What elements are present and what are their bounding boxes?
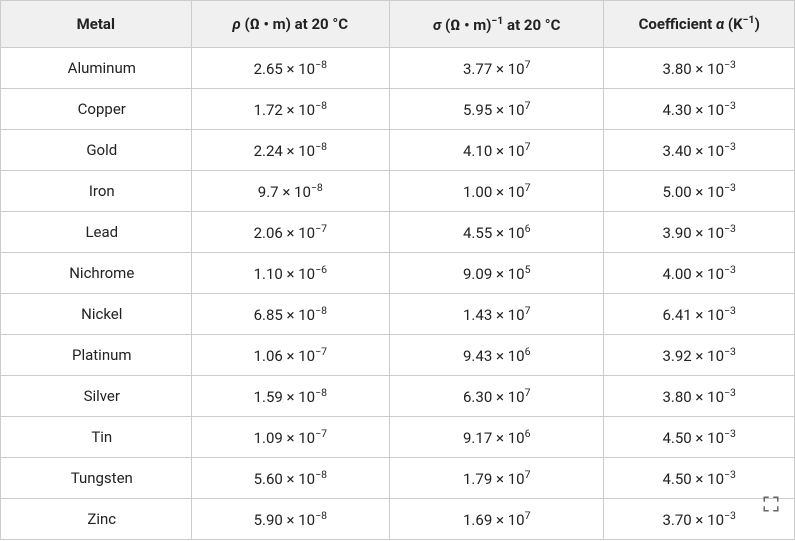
cell-rho: 6.85 × 10−8 — [191, 294, 390, 335]
table-row: Silver1.59 × 10−86.30 × 1073.80 × 10−3 — [1, 376, 795, 417]
cell-sigma: 9.17 × 106 — [390, 417, 604, 458]
cell-rho: 1.10 × 10−6 — [191, 253, 390, 294]
cell-sigma: 3.77 × 107 — [390, 48, 604, 89]
cell-alpha: 3.92 × 10−3 — [604, 335, 795, 376]
cell-rho: 1.59 × 10−8 — [191, 376, 390, 417]
cell-alpha: 3.80 × 10−3 — [604, 48, 795, 89]
cell-alpha: 3.40 × 10−3 — [604, 130, 795, 171]
cell-sigma: 6.30 × 107 — [390, 376, 604, 417]
cell-alpha: 4.50 × 10−3 — [604, 417, 795, 458]
cell-sigma: 9.43 × 106 — [390, 335, 604, 376]
cell-metal: Tin — [1, 417, 192, 458]
cell-metal: Gold — [1, 130, 192, 171]
cell-metal: Zinc — [1, 499, 192, 540]
table-row: Lead2.06 × 10−74.55 × 1063.90 × 10−3 — [1, 212, 795, 253]
table-row: Zinc5.90 × 10−81.69 × 1073.70 × 10−3 — [1, 499, 795, 540]
cell-metal: Platinum — [1, 335, 192, 376]
cell-alpha: 4.00 × 10−3 — [604, 253, 795, 294]
table-row: Copper1.72 × 10−85.95 × 1074.30 × 10−3 — [1, 89, 795, 130]
header-metal: Metal — [1, 1, 192, 48]
cell-alpha: 4.30 × 10−3 — [604, 89, 795, 130]
cell-sigma: 1.69 × 107 — [390, 499, 604, 540]
resistivity-table: Metal ρ (Ω • m) at 20 °C σ (Ω • m)−1 at … — [0, 0, 795, 540]
cell-metal: Aluminum — [1, 48, 192, 89]
table-row: Aluminum2.65 × 10−83.77 × 1073.80 × 10−3 — [1, 48, 795, 89]
table-row: Tungsten5.60 × 10−81.79 × 1074.50 × 10−3 — [1, 458, 795, 499]
cell-sigma: 5.95 × 107 — [390, 89, 604, 130]
cell-metal: Nickel — [1, 294, 192, 335]
cell-alpha: 6.41 × 10−3 — [604, 294, 795, 335]
cell-sigma: 1.00 × 107 — [390, 171, 604, 212]
cell-metal: Lead — [1, 212, 192, 253]
cell-rho: 2.24 × 10−8 — [191, 130, 390, 171]
cell-rho: 9.7 × 10−8 — [191, 171, 390, 212]
cell-metal: Tungsten — [1, 458, 192, 499]
table-row: Gold2.24 × 10−84.10 × 1073.40 × 10−3 — [1, 130, 795, 171]
cell-rho: 1.06 × 10−7 — [191, 335, 390, 376]
table-header: Metal ρ (Ω • m) at 20 °C σ (Ω • m)−1 at … — [1, 1, 795, 48]
table-row: Iron9.7 × 10−81.00 × 1075.00 × 10−3 — [1, 171, 795, 212]
cell-alpha: 5.00 × 10−3 — [604, 171, 795, 212]
cell-alpha: 3.90 × 10−3 — [604, 212, 795, 253]
cell-rho: 1.72 × 10−8 — [191, 89, 390, 130]
cell-sigma: 1.43 × 107 — [390, 294, 604, 335]
cell-rho: 2.65 × 10−8 — [191, 48, 390, 89]
header-rho: ρ (Ω • m) at 20 °C — [191, 1, 390, 48]
cell-sigma: 9.09 × 105 — [390, 253, 604, 294]
cell-metal: Nichrome — [1, 253, 192, 294]
cell-sigma: 1.79 × 107 — [390, 458, 604, 499]
table-row: Tin1.09 × 10−79.17 × 1064.50 × 10−3 — [1, 417, 795, 458]
table-row: Platinum1.06 × 10−79.43 × 1063.92 × 10−3 — [1, 335, 795, 376]
header-row: Metal ρ (Ω • m) at 20 °C σ (Ω • m)−1 at … — [1, 1, 795, 48]
header-sigma: σ (Ω • m)−1 at 20 °C — [390, 1, 604, 48]
table-row: Nichrome1.10 × 10−69.09 × 1054.00 × 10−3 — [1, 253, 795, 294]
table-body: Aluminum2.65 × 10−83.77 × 1073.80 × 10−3… — [1, 48, 795, 540]
cell-metal: Copper — [1, 89, 192, 130]
cell-alpha: 4.50 × 10−3 — [604, 458, 795, 499]
cell-alpha: 3.80 × 10−3 — [604, 376, 795, 417]
cell-sigma: 4.55 × 106 — [390, 212, 604, 253]
cell-rho: 1.09 × 10−7 — [191, 417, 390, 458]
cell-rho: 5.60 × 10−8 — [191, 458, 390, 499]
cell-metal: Silver — [1, 376, 192, 417]
table-row: Nickel6.85 × 10−81.43 × 1076.41 × 10−3 — [1, 294, 795, 335]
header-alpha: Coefficient α (K−1) — [604, 1, 795, 48]
cell-sigma: 4.10 × 107 — [390, 130, 604, 171]
expand-icon[interactable] — [762, 495, 780, 513]
cell-rho: 2.06 × 10−7 — [191, 212, 390, 253]
cell-metal: Iron — [1, 171, 192, 212]
cell-rho: 5.90 × 10−8 — [191, 499, 390, 540]
